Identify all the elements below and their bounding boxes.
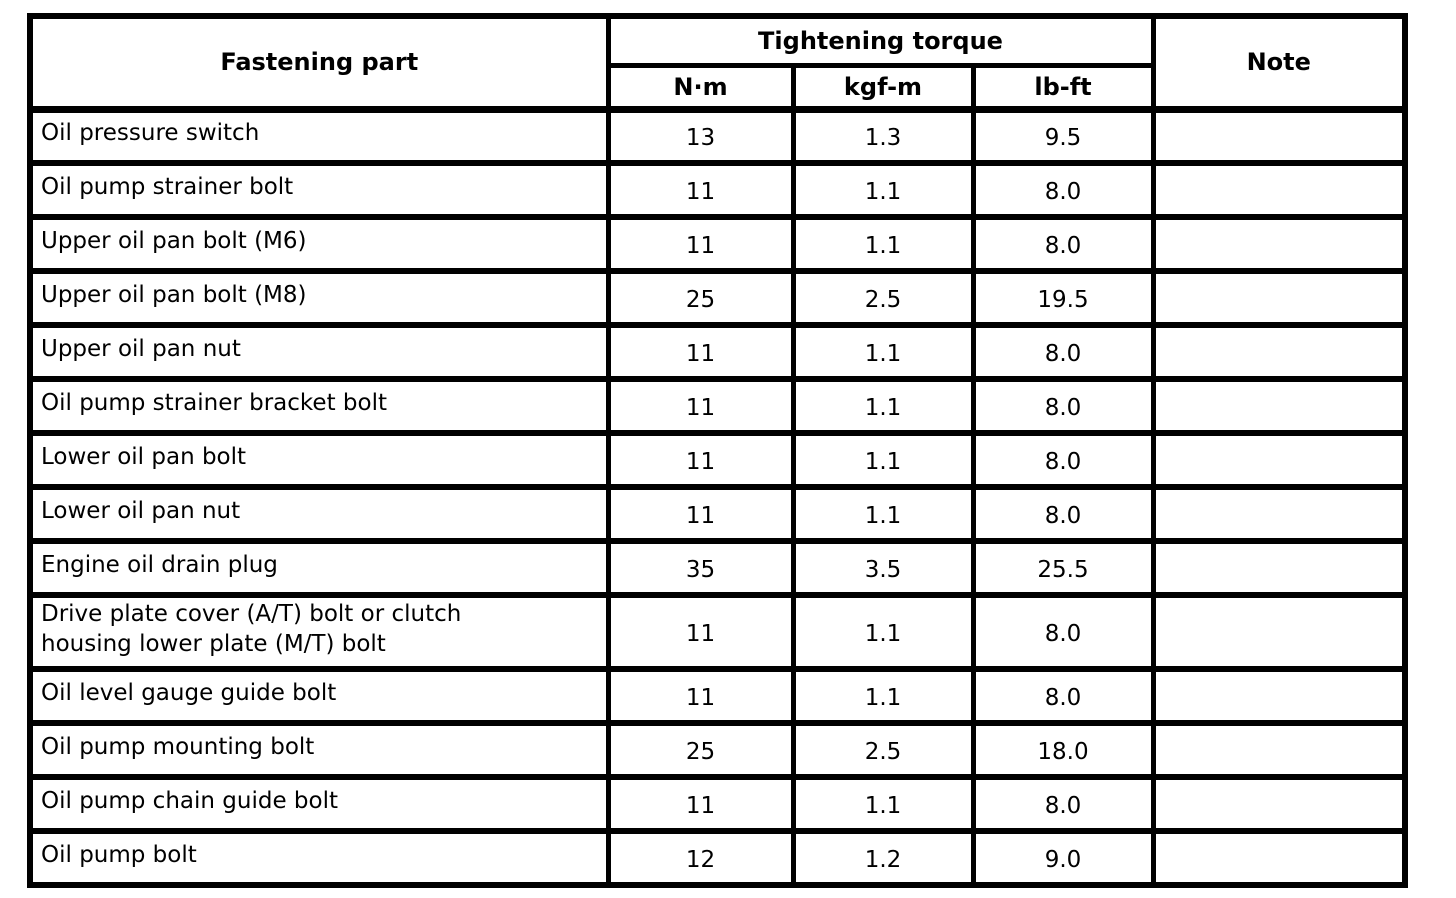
part-name-cell: Upper oil pan bolt (M8): [27, 268, 611, 328]
part-name-cell: Oil pressure switch: [27, 106, 611, 166]
part-name-cell: Lower oil pan nut: [27, 484, 611, 544]
kgfm-value-cell: 1.1: [790, 774, 976, 834]
kgfm-value-cell: 1.1: [790, 430, 976, 490]
part-name-cell: Oil pump bolt: [27, 828, 611, 888]
kgfm-value-cell: 1.1: [790, 592, 976, 672]
kgfm-value-cell: 1.1: [790, 484, 976, 544]
table-row: Oil pump mounting bolt 25 2.5 18.0: [27, 720, 1408, 780]
lbft-value-cell: 18.0: [970, 720, 1156, 780]
lbft-value-cell: 8.0: [970, 214, 1156, 274]
lbft-value-cell: 8.0: [970, 774, 1156, 834]
nm-value-cell: 11: [605, 430, 796, 490]
note-cell: [1150, 484, 1408, 544]
part-name-cell: Drive plate cover (A/T) bolt or clutch h…: [27, 592, 611, 672]
table-row: Oil level gauge guide bolt 11 1.1 8.0: [27, 666, 1408, 726]
tightening-torque-table: Fastening part Tightening torque Note N·…: [27, 13, 1408, 888]
kgfm-value-cell: 2.5: [790, 720, 976, 780]
header-unit-nm: N·m: [605, 62, 796, 113]
table-row: Upper oil pan bolt (M8) 25 2.5 19.5: [27, 268, 1408, 328]
note-cell: [1150, 666, 1408, 726]
table-row: Lower oil pan bolt 11 1.1 8.0: [27, 430, 1408, 490]
header-fastening-part: Fastening part: [27, 13, 611, 113]
header-row-units: N·m kgf-m lb-ft: [30, 62, 1405, 113]
header-note: Note: [1150, 13, 1408, 113]
nm-value-cell: 11: [605, 376, 796, 436]
nm-value-cell: 11: [605, 160, 796, 220]
lbft-value-cell: 8.0: [970, 666, 1156, 726]
header-unit-kgfm: kgf-m: [790, 62, 976, 113]
lbft-value-cell: 19.5: [970, 268, 1156, 328]
nm-value-cell: 12: [605, 828, 796, 888]
kgfm-value-cell: 1.3: [790, 106, 976, 166]
part-name-cell: Oil level gauge guide bolt: [27, 666, 611, 726]
nm-value-cell: 11: [605, 774, 796, 834]
note-cell: [1150, 322, 1408, 382]
lbft-value-cell: 25.5: [970, 538, 1156, 598]
kgfm-value-cell: 3.5: [790, 538, 976, 598]
note-cell: [1150, 720, 1408, 780]
kgfm-value-cell: 2.5: [790, 268, 976, 328]
nm-value-cell: 25: [605, 268, 796, 328]
note-cell: [1150, 828, 1408, 888]
nm-value-cell: 35: [605, 538, 796, 598]
note-cell: [1150, 160, 1408, 220]
lbft-value-cell: 9.0: [970, 828, 1156, 888]
table-row: Drive plate cover (A/T) bolt or clutch h…: [27, 592, 1408, 672]
note-cell: [1150, 376, 1408, 436]
part-name-cell: Oil pump strainer bolt: [27, 160, 611, 220]
kgfm-value-cell: 1.1: [790, 666, 976, 726]
part-name-cell: Upper oil pan bolt (M6): [27, 214, 611, 274]
part-name-cell: Oil pump strainer bracket bolt: [27, 376, 611, 436]
note-cell: [1150, 774, 1408, 834]
kgfm-value-cell: 1.2: [790, 828, 976, 888]
lbft-value-cell: 9.5: [970, 106, 1156, 166]
table-row: Upper oil pan bolt (M6) 11 1.1 8.0: [27, 214, 1408, 274]
table-header: Fastening part Tightening torque Note N·…: [27, 13, 1408, 113]
kgfm-value-cell: 1.1: [790, 376, 976, 436]
table-row: Oil pump strainer bolt 11 1.1 8.0: [27, 160, 1408, 220]
table-row: Upper oil pan nut 11 1.1 8.0: [27, 322, 1408, 382]
table-row: Oil pressure switch 13 1.3 9.5: [27, 106, 1408, 166]
nm-value-cell: 11: [605, 322, 796, 382]
note-cell: [1150, 268, 1408, 328]
note-cell: [1150, 106, 1408, 166]
header-row-top: Fastening part Tightening torque Note: [27, 13, 1408, 113]
part-name-cell: Upper oil pan nut: [27, 322, 611, 382]
table-row: Oil pump strainer bracket bolt 11 1.1 8.0: [27, 376, 1408, 436]
lbft-value-cell: 8.0: [970, 322, 1156, 382]
table-row: Engine oil drain plug 35 3.5 25.5: [27, 538, 1408, 598]
part-name-cell: Oil pump mounting bolt: [27, 720, 611, 780]
nm-value-cell: 11: [605, 484, 796, 544]
table-row: Oil pump bolt 12 1.2 9.0: [27, 828, 1408, 888]
header-tightening-torque: Tightening torque: [605, 13, 1156, 68]
lbft-value-cell: 8.0: [970, 376, 1156, 436]
nm-value-cell: 25: [605, 720, 796, 780]
kgfm-value-cell: 1.1: [790, 214, 976, 274]
table-row: Oil pump chain guide bolt 11 1.1 8.0: [27, 774, 1408, 834]
nm-value-cell: 11: [605, 214, 796, 274]
header-unit-lbft: lb-ft: [970, 62, 1156, 113]
table-body: Oil pressure switch 13 1.3 9.5 Oil pump stra…: [27, 106, 1408, 888]
lbft-value-cell: 8.0: [970, 160, 1156, 220]
part-name-cell: Lower oil pan bolt: [27, 430, 611, 490]
note-cell: [1150, 430, 1408, 490]
note-cell: [1150, 214, 1408, 274]
kgfm-value-cell: 1.1: [790, 160, 976, 220]
nm-value-cell: 11: [605, 592, 796, 672]
lbft-value-cell: 8.0: [970, 430, 1156, 490]
nm-value-cell: 11: [605, 666, 796, 726]
part-name-cell: Oil pump chain guide bolt: [27, 774, 611, 834]
lbft-value-cell: 8.0: [970, 484, 1156, 544]
lbft-value-cell: 8.0: [970, 592, 1156, 672]
kgfm-value-cell: 1.1: [790, 322, 976, 382]
part-name-cell: Engine oil drain plug: [27, 538, 611, 598]
note-cell: [1150, 538, 1408, 598]
note-cell: [1150, 592, 1408, 672]
table-row: Lower oil pan nut 11 1.1 8.0: [27, 484, 1408, 544]
nm-value-cell: 13: [605, 106, 796, 166]
